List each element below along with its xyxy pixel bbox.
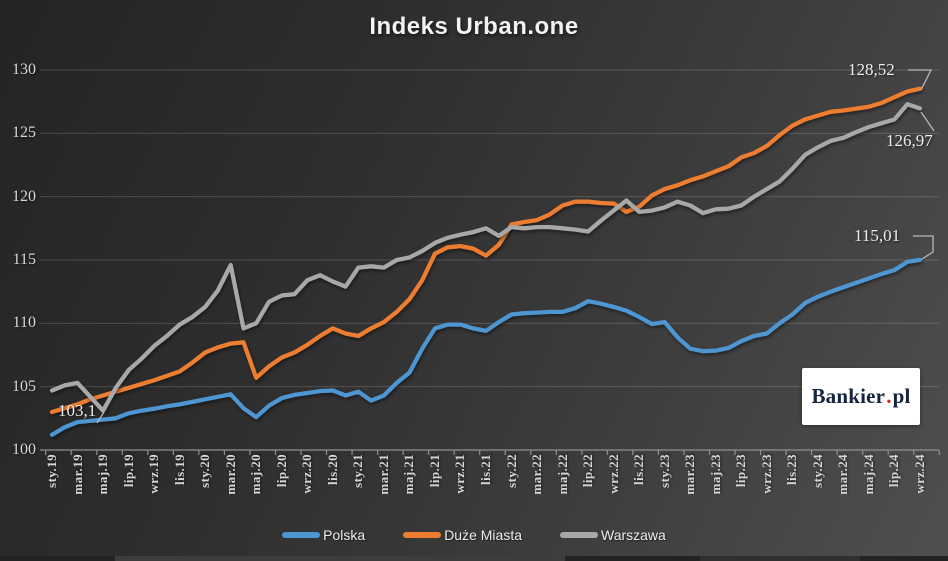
series-line-polska — [49, 257, 923, 437]
x-axis-tick-label: maj.23 — [707, 454, 723, 495]
data-label-warszawa: 103,1 — [58, 401, 97, 420]
x-axis-tick-label: sty.22 — [503, 454, 519, 488]
legend-swatch-polska — [282, 532, 321, 538]
legend-label-du-e-miasta: Duże Miasta — [444, 527, 522, 543]
x-axis-tick-label: sty.23 — [656, 454, 672, 488]
x-axis-tick-label: lip.22 — [580, 454, 596, 488]
y-axis-tick-label: 110 — [12, 314, 36, 332]
y-axis-tick-label: 100 — [12, 441, 36, 458]
x-axis-tick-label: mar.23 — [682, 454, 698, 495]
logo-text-suffix: pl — [892, 384, 911, 408]
legend-label-warszawa: Warszawa — [601, 527, 666, 543]
x-axis-tick-label: mar.24 — [835, 454, 851, 495]
annotation-leader-line — [920, 111, 935, 132]
x-axis-tick-label: wrz.19 — [146, 454, 162, 494]
x-axis-tick-label: lip.21 — [426, 454, 442, 488]
legend-item-warszawa: Warszawa — [560, 527, 666, 543]
x-axis-tick-label: maj.19 — [95, 454, 111, 495]
x-axis-tick-label: lis.19 — [171, 454, 187, 485]
logo-dot: . — [886, 384, 892, 408]
x-axis-tick-label: sty.20 — [197, 454, 213, 488]
x-axis-tick-label: mar.22 — [529, 454, 545, 495]
annotation-leader-line — [96, 411, 105, 424]
x-axis-tick-label: maj.21 — [401, 454, 417, 495]
logo-text-main: Bankier — [811, 384, 886, 408]
series-line-warszawa — [49, 102, 923, 413]
annotation-leader-line — [908, 69, 933, 91]
x-axis-tick-label: wrz.21 — [452, 454, 468, 494]
x-axis-tick-label: lis.22 — [631, 454, 647, 485]
x-axis-tick-label: mar.21 — [375, 454, 391, 495]
x-axis-tick-label: maj.22 — [554, 454, 570, 495]
x-axis-tick-label: sty.24 — [809, 454, 825, 488]
x-axis-tick-label: sty.21 — [350, 454, 366, 488]
y-axis-tick-label: 130 — [12, 61, 36, 78]
x-axis-tick-label: wrz.20 — [299, 454, 315, 494]
series-line-du-e-miasta — [49, 86, 923, 415]
x-axis-tick-label: sty.19 — [44, 454, 59, 488]
chart-title: Indeks Urban.one — [369, 13, 579, 40]
x-axis-tick-label: mar.20 — [222, 454, 238, 495]
x-axis-tick-label: maj.24 — [860, 454, 876, 495]
data-label-polska: 115,01 — [854, 226, 901, 245]
x-axis-tick-label: lip.23 — [733, 454, 749, 488]
legend-item-polska: Polska — [282, 527, 365, 543]
window-edge-segment — [700, 556, 860, 561]
x-axis-tick-label: wrz.22 — [605, 454, 621, 494]
window-bottom-edge — [0, 556, 948, 561]
x-axis-tick-label: lis.23 — [784, 454, 800, 485]
data-label-du-e-miasta: 128,52 — [848, 60, 895, 79]
x-axis-tick-label: lis.21 — [478, 454, 493, 485]
data-label-warszawa: 126,97 — [886, 131, 933, 150]
x-axis-tick-label: lip.20 — [273, 454, 289, 488]
y-axis-tick-label: 115 — [12, 251, 36, 268]
annotation-leader-line — [913, 235, 934, 260]
y-axis-tick-label: 105 — [12, 377, 36, 395]
y-axis-tick-label: 125 — [12, 124, 36, 142]
window-edge-segment — [115, 556, 565, 561]
x-axis-tick-label: lip.24 — [886, 454, 902, 488]
x-axis-tick-label: wrz.24 — [912, 454, 928, 494]
x-axis-tick-label: maj.20 — [248, 454, 264, 495]
legend-swatch-warszawa — [560, 532, 598, 538]
legend-swatch-du-e-miasta — [403, 532, 442, 538]
x-axis-tick-label: mar.19 — [69, 454, 85, 495]
x-axis-tick-label: wrz.23 — [758, 454, 774, 494]
legend-label-polska: Polska — [323, 527, 366, 543]
legend: Polska Duże Miasta Warszawa — [0, 527, 948, 543]
bankier-logo: Bankier. pl — [802, 368, 920, 425]
x-axis-tick-label: lip.19 — [120, 454, 136, 488]
y-axis-tick-label: 120 — [12, 187, 36, 205]
legend-item-du-e-miasta: Duże Miasta — [403, 527, 522, 543]
x-axis-tick-label: lis.20 — [324, 454, 340, 485]
